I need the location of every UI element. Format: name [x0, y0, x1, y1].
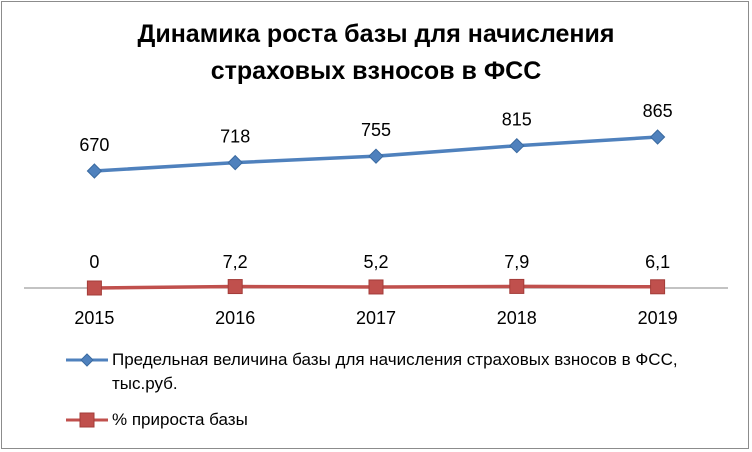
legend-item-base: Предельная величина базы для начисления …: [62, 348, 722, 396]
data-label-base: 718: [220, 127, 250, 147]
series-point-growth: [227, 279, 243, 295]
series-point-base: [227, 154, 243, 171]
x-tick-label: 2017: [356, 308, 396, 328]
x-tick-label: 2018: [497, 308, 537, 328]
x-tick-label: 2015: [74, 308, 114, 328]
data-label-growth: 5,2: [363, 252, 388, 272]
chart-legend: Предельная величина базы для начисления …: [62, 348, 722, 432]
series-point-growth: [86, 280, 102, 296]
data-label-growth: 7,2: [223, 252, 248, 272]
data-label-growth: 7,9: [504, 252, 529, 272]
legend-swatch-base: [62, 348, 112, 372]
legend-swatch-growth: [62, 408, 112, 432]
chart-title-line-2: страховых взносов в ФСС: [210, 57, 542, 85]
data-label-growth: 6,1: [645, 252, 670, 272]
x-tick-label: 2016: [215, 308, 255, 328]
series-point-base: [368, 148, 384, 164]
data-label-base: 815: [502, 110, 532, 130]
data-label-growth: 0: [89, 252, 99, 272]
chart-title-line-1: Динамика роста базы для начисления: [137, 20, 615, 48]
series-point-base: [86, 163, 103, 179]
x-tick-label: 2019: [638, 308, 678, 328]
data-label-base: 755: [361, 120, 391, 140]
data-label-base: 865: [643, 101, 673, 121]
series-point-growth: [368, 279, 384, 295]
series-point-growth: [509, 278, 525, 294]
series-point-growth: [650, 279, 666, 295]
legend-item-growth: % прироста базы: [62, 408, 722, 432]
legend-label-growth: % прироста базы: [112, 410, 248, 429]
legend-label-base: Предельная величина базы для начисления …: [112, 350, 678, 393]
series-point-base: [649, 129, 666, 145]
data-label-base: 670: [79, 135, 109, 155]
series-point-base: [509, 138, 525, 154]
chart-title: Динамика роста базы для начисления страх…: [0, 16, 752, 90]
